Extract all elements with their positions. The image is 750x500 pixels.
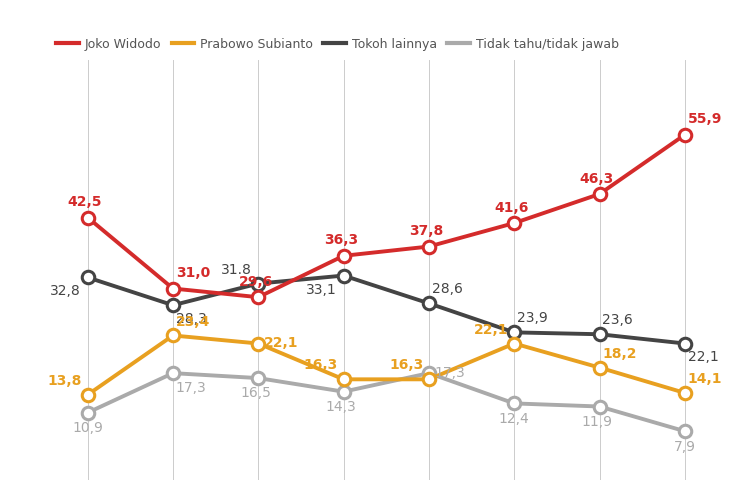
Text: 37,8: 37,8: [409, 224, 443, 238]
Text: 22,1: 22,1: [688, 350, 718, 364]
Text: 33,1: 33,1: [306, 282, 337, 296]
Text: 28,6: 28,6: [432, 282, 463, 296]
Text: 12,4: 12,4: [499, 412, 530, 426]
Text: 16,5: 16,5: [240, 386, 271, 400]
Text: 31,0: 31,0: [176, 266, 210, 280]
Text: 16,3: 16,3: [389, 358, 423, 372]
Text: 41,6: 41,6: [494, 200, 529, 214]
Text: 31.8: 31.8: [220, 262, 251, 276]
Text: 18,2: 18,2: [602, 346, 637, 360]
Text: 13,8: 13,8: [48, 374, 82, 388]
Text: 22,1: 22,1: [264, 336, 298, 350]
Text: 42,5: 42,5: [68, 195, 102, 209]
Text: 36,3: 36,3: [324, 234, 358, 247]
Text: 14,1: 14,1: [688, 372, 722, 386]
Text: 32,8: 32,8: [50, 284, 81, 298]
Text: 23,6: 23,6: [602, 314, 633, 328]
Text: 7,9: 7,9: [674, 440, 696, 454]
Text: 22,1: 22,1: [474, 322, 508, 336]
Text: 23,9: 23,9: [517, 312, 548, 326]
Text: 46,3: 46,3: [580, 172, 614, 185]
Text: 10,9: 10,9: [72, 421, 103, 435]
Text: 55,9: 55,9: [688, 112, 722, 126]
Text: 11,9: 11,9: [581, 415, 612, 429]
Text: 17,3: 17,3: [176, 382, 206, 396]
Text: 14,3: 14,3: [326, 400, 356, 414]
Text: 29,6: 29,6: [238, 275, 273, 289]
Text: 16,3: 16,3: [304, 358, 338, 372]
Legend: Joko Widodo, Prabowo Subianto, Tokoh lainnya, Tidak tahu/tidak jawab: Joko Widodo, Prabowo Subianto, Tokoh lai…: [51, 32, 624, 56]
Text: 23,4: 23,4: [176, 314, 210, 328]
Text: 28,3: 28,3: [176, 312, 206, 326]
Text: 17,3: 17,3: [434, 366, 465, 380]
